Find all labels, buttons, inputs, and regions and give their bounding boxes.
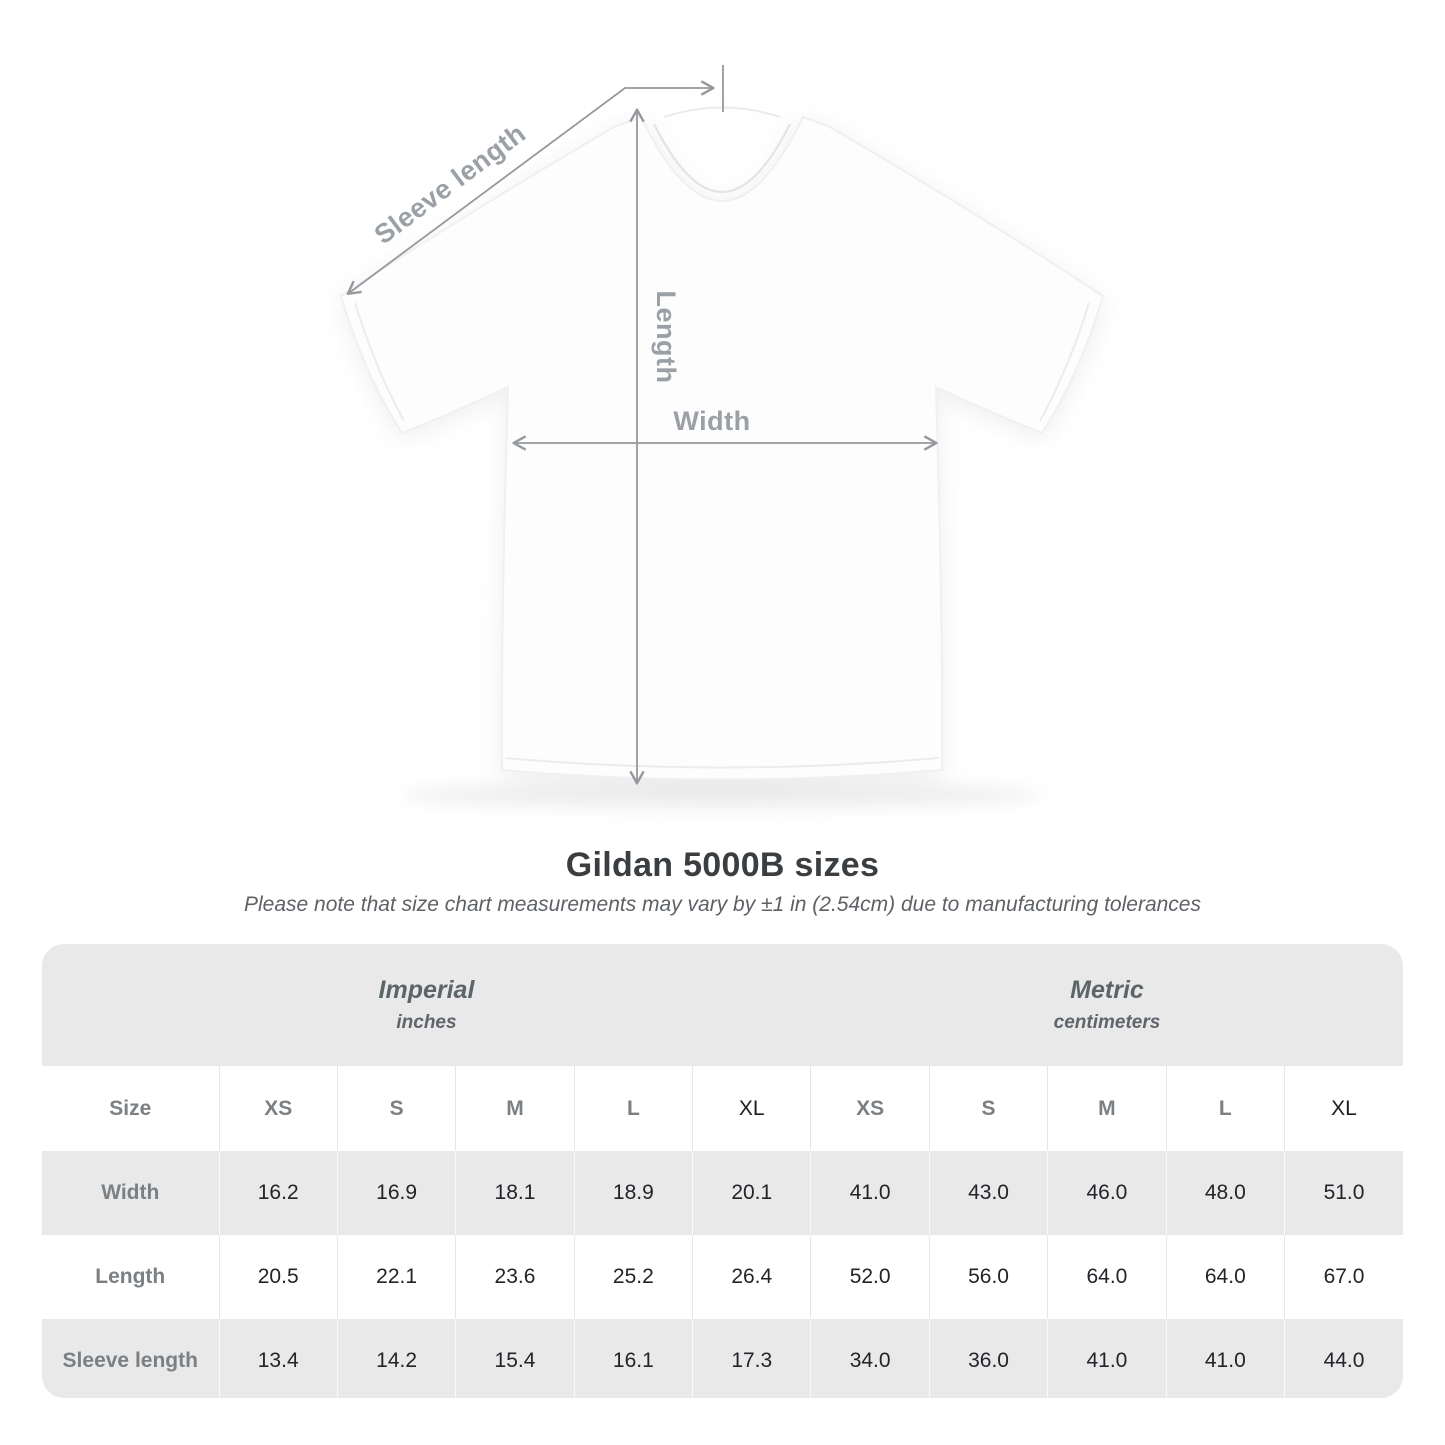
width-imperial-m: 18.1 [455, 1151, 575, 1235]
table-row-length: Length 20.5 22.1 23.6 25.2 26.4 52.0 56.… [42, 1235, 1403, 1319]
width-imperial-l: 18.9 [573, 1151, 693, 1235]
length-metric-xs: 52.0 [810, 1235, 930, 1319]
metric-size-s: S [928, 1066, 1048, 1151]
size-chart-table: Imperial inches Metric centimeters Size … [42, 944, 1403, 1398]
sleeve-metric-s: 36.0 [928, 1319, 1048, 1398]
length-metric-m: 64.0 [1047, 1235, 1167, 1319]
sleeve-metric-l: 41.0 [1165, 1319, 1285, 1398]
sleeve-imperial-xs: 13.4 [218, 1319, 338, 1398]
sleeve-imperial-s: 14.2 [336, 1319, 456, 1398]
unit-groups-row: Imperial inches Metric centimeters [42, 944, 1403, 1066]
tshirt-measurement-diagram: Sleeve length Length Width [339, 65, 1105, 809]
metric-size-l: L [1165, 1066, 1285, 1151]
imperial-size-m: M [455, 1066, 575, 1151]
width-imperial-xl: 20.1 [692, 1151, 811, 1235]
width-metric-m: 46.0 [1047, 1151, 1167, 1235]
width-metric-l: 48.0 [1165, 1151, 1285, 1235]
tolerance-note: Please note that size chart measurements… [244, 893, 1201, 916]
metric-label: Metric [1070, 976, 1144, 1004]
shirt-ground-shadow [402, 781, 1042, 809]
length-metric-s: 56.0 [928, 1235, 1048, 1319]
size-table-container: Imperial inches Metric centimeters Size … [42, 944, 1403, 1398]
length-imperial-m: 23.6 [455, 1235, 575, 1319]
row-label-sleeve-length: Sleeve length [62, 1349, 198, 1372]
sizes-header-row: Size XS S M L XL XS S M L XL [42, 1066, 1403, 1151]
metric-size-m: M [1047, 1066, 1167, 1151]
width-metric-xs: 41.0 [810, 1151, 930, 1235]
length-metric-xl: 67.0 [1284, 1235, 1403, 1319]
sleeve-metric-m: 41.0 [1047, 1319, 1167, 1398]
width-metric-s: 43.0 [928, 1151, 1048, 1235]
sleeve-imperial-m: 15.4 [455, 1319, 575, 1398]
size-column-header: Size [42, 1066, 219, 1151]
width-metric-xl: 51.0 [1284, 1151, 1403, 1235]
sleeve-imperial-xl: 17.3 [692, 1319, 811, 1398]
inches-label: inches [396, 1012, 457, 1033]
imperial-group-header: Imperial inches [42, 944, 811, 1066]
imperial-size-xs: XS [218, 1066, 338, 1151]
width-label: Width [673, 405, 751, 436]
length-metric-l: 64.0 [1165, 1235, 1285, 1319]
length-label: Length [651, 290, 682, 384]
imperial-size-xl: XL [692, 1066, 811, 1151]
length-imperial-l: 25.2 [573, 1235, 693, 1319]
page-title: Gildan 5000B sizes [565, 846, 880, 884]
row-label-length: Length [95, 1265, 166, 1288]
table-row-sleeve-length: Sleeve length 13.4 14.2 15.4 16.1 17.3 3… [42, 1319, 1403, 1398]
metric-group-header: Metric centimeters [810, 944, 1403, 1066]
length-imperial-xl: 26.4 [692, 1235, 811, 1319]
length-imperial-xs: 20.5 [218, 1235, 338, 1319]
sleeve-length-arrow [349, 88, 712, 293]
sleeve-imperial-l: 16.1 [573, 1319, 693, 1398]
width-imperial-s: 16.9 [336, 1151, 456, 1235]
centimeters-label: centimeters [1053, 1012, 1161, 1033]
tshirt-illustration [339, 65, 1105, 809]
metric-size-xl: XL [1284, 1066, 1403, 1151]
table-row-width: Width 16.2 16.9 18.1 18.9 20.1 41.0 43.0… [42, 1151, 1403, 1235]
imperial-size-l: L [573, 1066, 693, 1151]
sleeve-metric-xl: 44.0 [1284, 1319, 1403, 1398]
imperial-label: Imperial [378, 976, 475, 1004]
metric-size-xs: XS [810, 1066, 930, 1151]
row-label-width: Width [101, 1181, 160, 1204]
sleeve-metric-xs: 34.0 [810, 1319, 930, 1398]
width-imperial-xs: 16.2 [218, 1151, 338, 1235]
length-imperial-s: 22.1 [336, 1235, 456, 1319]
imperial-size-s: S [336, 1066, 456, 1151]
